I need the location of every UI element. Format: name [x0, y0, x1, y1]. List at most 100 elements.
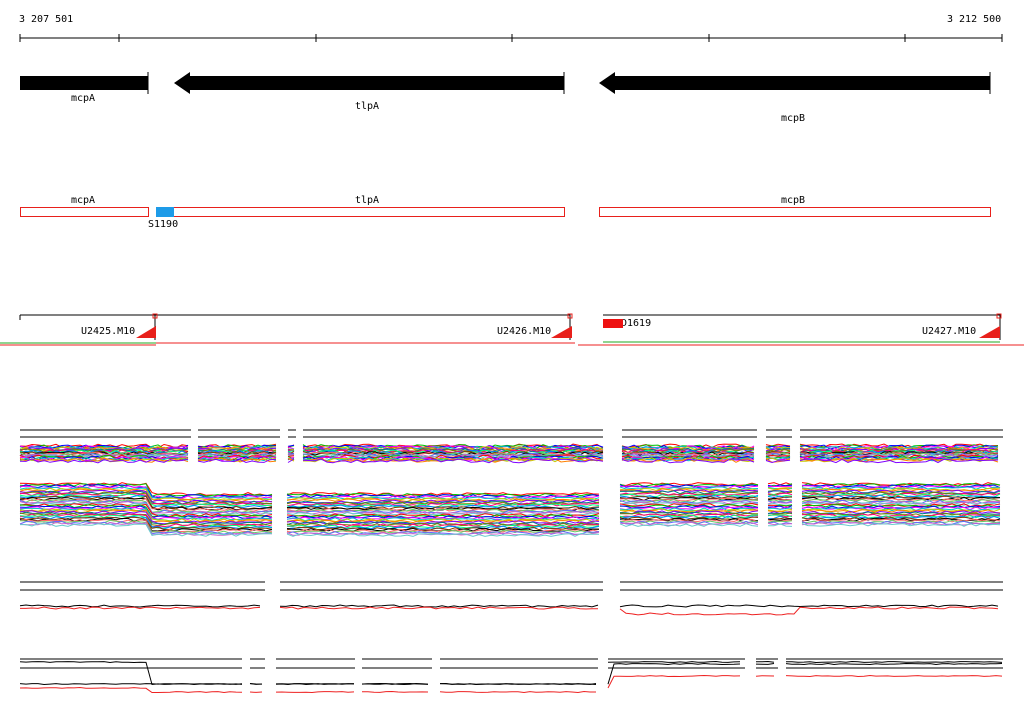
gene-outline-label-mcpA: mcpA: [71, 195, 96, 206]
summary-profile-black: [755, 663, 775, 665]
expression-profile-line: [621, 447, 755, 453]
summary-profile-black: [607, 662, 741, 685]
expression-profile-line: [621, 458, 755, 464]
summary-profile-red: [20, 606, 261, 610]
summary-profile-red: [19, 686, 243, 694]
coordinate-ruler: [19, 34, 1003, 42]
gene-outline-track: [20, 207, 991, 217]
gene-arrow-mcpB[interactable]: [599, 72, 990, 94]
summary-profile-red: [755, 675, 775, 677]
expression-profile-line: [286, 494, 600, 499]
expression-profile-line: [765, 443, 791, 447]
expression-profile-line: [767, 491, 793, 496]
gene-outline-tlpA[interactable]: [173, 207, 565, 217]
expression-profile-line: [286, 499, 600, 504]
expression-profile-line: [197, 450, 277, 455]
summary-profile-black: [19, 661, 243, 686]
gene-outline-mcpB[interactable]: [599, 207, 991, 217]
summary-profile-black: [786, 660, 1003, 664]
expression-profile-line: [619, 499, 759, 504]
expression-profile-line: [19, 499, 273, 514]
expression-profile-line: [801, 497, 1001, 502]
expression-profile-line: [286, 526, 600, 531]
gene-label-mcpA: mcpA: [71, 93, 96, 104]
expression-profile-line: [619, 492, 759, 497]
summary-profile-red: [785, 674, 1003, 678]
gene-arrow-mcpA[interactable]: [20, 76, 148, 90]
expression-profile-line: [286, 503, 600, 508]
expression-profile-line: [287, 455, 295, 457]
transcript-flag-U2427: [979, 326, 1000, 338]
summary-track-1: [19, 581, 1003, 616]
expression-profile-line: [19, 518, 273, 533]
expression-profile-line: [619, 520, 759, 525]
expression-profile-line: [287, 444, 295, 447]
expression-profile-line: [799, 456, 999, 462]
expression-profile-line: [286, 532, 599, 537]
expression-profile-line: [20, 487, 273, 502]
expression-profile-line: [286, 523, 600, 528]
expression-profile-line: [801, 488, 1001, 493]
expression-profile-line: [286, 516, 600, 521]
site-label: S1190: [148, 219, 179, 230]
summary-profile-black: [19, 683, 243, 686]
expression-profile-line: [286, 506, 600, 511]
summary-profile-black: [19, 604, 261, 608]
expression-track-lower: [19, 482, 1001, 537]
expression-profile-line: [19, 454, 189, 459]
expression-profile-line: [19, 495, 273, 510]
summary-profile-black: [607, 660, 741, 663]
gene-outline-label-mcpB: mcpB: [781, 195, 806, 206]
expression-profile-line: [19, 499, 273, 513]
expression-profile-line: [619, 497, 759, 502]
summary-profile-black: [249, 683, 263, 685]
gene-label-mcpB: mcpB: [781, 113, 806, 124]
expression-profile-line: [801, 511, 1001, 516]
expression-profile-line: [765, 457, 791, 463]
expression-profile-line: [619, 487, 759, 492]
expression-profile-line: [801, 505, 1001, 510]
summary-profile-red: [619, 606, 999, 616]
expression-profile-line: [619, 506, 759, 511]
transcript-label-U2425: U2425.M10: [81, 326, 136, 337]
summary-profile-black: [785, 662, 1003, 666]
gene-arrow-tlpA[interactable]: [174, 72, 564, 94]
expression-profile-line: [799, 454, 999, 460]
expression-profile-line: [197, 457, 277, 463]
gene-outline-mcpA[interactable]: [20, 207, 149, 217]
expression-profile-line: [799, 447, 999, 453]
expression-profile-line: [19, 516, 273, 531]
gene-arrow-track: [20, 72, 991, 94]
transcript-flag-U2425: [136, 326, 156, 338]
expression-profile-line: [767, 494, 793, 498]
transcript-flag-U2426: [551, 326, 572, 338]
expression-profile-line: [619, 507, 759, 512]
expression-profile-line: [619, 509, 759, 514]
expression-profile-line: [799, 446, 999, 452]
expression-profile-line: [19, 507, 273, 522]
expression-profile-line: [287, 450, 295, 453]
summary-profile-red: [275, 691, 355, 694]
expression-profile-line: [286, 496, 600, 501]
expression-profile-line: [799, 458, 999, 464]
expression-profile-line: [19, 485, 273, 499]
expression-profile-line: [286, 504, 600, 509]
transcript-label-U2427: U2427.M10: [922, 326, 977, 337]
downregulated-box[interactable]: [603, 319, 623, 328]
expression-profile-line: [19, 498, 273, 512]
summary-profile-red: [279, 606, 599, 610]
expression-profile-line: [621, 458, 755, 463]
expression-profile-line: [197, 458, 277, 464]
expression-profile-line: [197, 446, 277, 452]
expression-track-upper: [19, 429, 1003, 464]
expression-profile-line: [801, 513, 1001, 518]
regulatory-site-box[interactable]: [156, 207, 174, 217]
expression-profile-line: [767, 507, 793, 510]
expression-profile-line: [799, 443, 999, 449]
expression-profile-line: [765, 454, 791, 457]
expression-profile-line: [19, 486, 273, 501]
coord-end-label: 3 212 500: [947, 14, 1002, 25]
expression-profile-line: [20, 523, 273, 537]
expression-profile-line: [286, 502, 600, 507]
expression-profile-line: [19, 521, 273, 536]
